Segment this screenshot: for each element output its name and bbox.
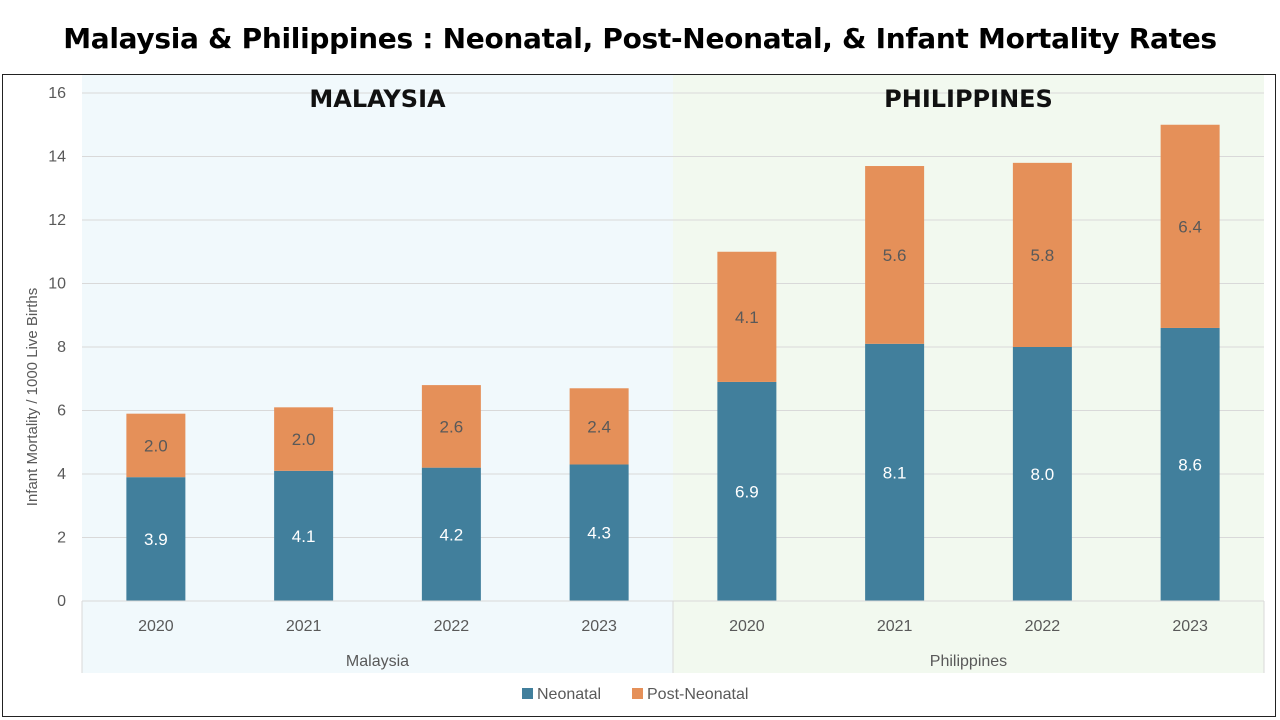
chart-frame — [2, 74, 1276, 717]
data-label-neonatal: 8.1 — [883, 463, 907, 482]
y-tick-label: 6 — [57, 403, 66, 420]
data-label-neonatal: 3.9 — [144, 530, 168, 549]
panel-backgrounds — [82, 75, 1264, 673]
legend-label-post-neonatal: Post-Neonatal — [647, 686, 748, 703]
x-tick-label: 2020 — [138, 618, 174, 635]
y-tick-label: 0 — [57, 593, 66, 610]
legend-swatch-neonatal — [522, 688, 533, 699]
bar-neonatal — [1160, 327, 1220, 601]
bar-neonatal — [865, 343, 925, 601]
y-tick-label: 10 — [48, 276, 66, 293]
panel-title-philippines: PHILIPPINES — [884, 85, 1053, 113]
bar-neonatal — [126, 477, 186, 601]
x-tick-label: 2023 — [581, 618, 617, 635]
chart-title: Malaysia & Philippines : Neonatal, Post-… — [63, 22, 1217, 55]
bar-neonatal — [1012, 347, 1072, 601]
bar-post-neonatal — [1160, 124, 1220, 328]
bars — [126, 124, 1220, 601]
bar-neonatal — [717, 381, 777, 601]
data-label-post-neonatal: 2.0 — [144, 436, 168, 455]
data-label-neonatal: 4.3 — [587, 524, 611, 543]
group-label-malaysia: Malaysia — [346, 653, 409, 670]
axes: 0 2 4 6 8 10 12 14 16 Infant Mortality / 1000 Liv… — [24, 85, 1265, 673]
legend-label-neonatal: Neonatal — [537, 686, 601, 703]
data-label-neonatal: 6.9 — [735, 482, 759, 501]
bar-post-neonatal — [717, 251, 777, 382]
y-tick-label: 2 — [57, 530, 66, 547]
bar-post-neonatal — [274, 407, 334, 471]
x-tick-label: 2022 — [434, 618, 470, 635]
data-label-post-neonatal: 6.4 — [1178, 217, 1202, 236]
x-tick-label: 2022 — [1025, 618, 1061, 635]
data-label-neonatal: 8.0 — [1031, 465, 1055, 484]
y-tick-label: 12 — [48, 212, 66, 229]
data-label-post-neonatal: 2.0 — [292, 430, 316, 449]
bar-post-neonatal — [126, 413, 186, 478]
legend: Neonatal Post-Neonatal — [522, 686, 748, 703]
x-tick-label: 2023 — [1172, 618, 1208, 635]
data-label-post-neonatal: 2.4 — [587, 417, 611, 436]
group-label-philippines: Philippines — [930, 653, 1007, 670]
x-tick-label: 2020 — [729, 618, 765, 635]
bar-post-neonatal — [421, 385, 481, 468]
bar-post-neonatal — [1012, 162, 1072, 347]
y-tick-label: 16 — [48, 85, 66, 102]
y-tick-label: 8 — [57, 339, 66, 356]
data-label-post-neonatal: 2.6 — [440, 417, 464, 436]
panel-title-malaysia: MALAYSIA — [309, 85, 446, 113]
data-label-neonatal: 8.6 — [1178, 455, 1202, 474]
legend-swatch-post-neonatal — [632, 688, 643, 699]
y-tick-label: 14 — [48, 149, 66, 166]
y-axis-label: Infant Mortality / 1000 Live Births — [24, 288, 41, 506]
x-tick-label: 2021 — [877, 618, 913, 635]
data-label-neonatal: 4.2 — [440, 525, 464, 544]
bar-neonatal — [569, 464, 629, 601]
data-label-post-neonatal: 4.1 — [735, 308, 759, 327]
bar-neonatal — [274, 470, 334, 601]
bar-neonatal — [421, 467, 481, 601]
data-label-post-neonatal: 5.6 — [883, 246, 907, 265]
data-labels: 3.9 2.0 4.1 2.0 4.2 2.6 4.3 2.4 6.9 4.1 8.1 5.6 8.0 5… — [144, 217, 1202, 549]
data-label-post-neonatal: 5.8 — [1031, 246, 1055, 265]
bar-post-neonatal — [865, 166, 925, 344]
y-tick-label: 4 — [57, 466, 66, 483]
x-tick-label: 2021 — [286, 618, 322, 635]
data-label-neonatal: 4.1 — [292, 527, 316, 546]
bar-post-neonatal — [569, 388, 629, 465]
